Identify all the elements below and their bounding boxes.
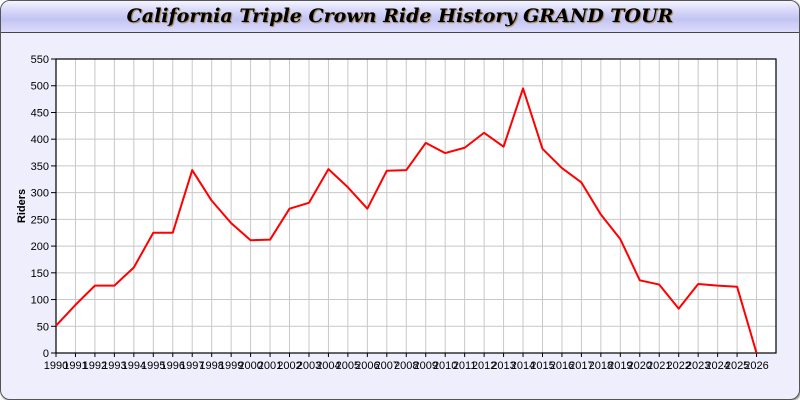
x-tick-label: 2002 [277, 360, 301, 372]
x-tick-label: 2016 [550, 360, 574, 372]
x-tick-label: 1992 [83, 360, 107, 372]
y-tick-label: 400 [31, 134, 49, 146]
x-tick-label: 2025 [725, 360, 749, 372]
y-axis-label: Riders [16, 189, 28, 223]
x-tick-label: 2007 [375, 360, 399, 372]
x-tick-label: 2006 [355, 360, 379, 372]
plot-area [56, 59, 776, 353]
y-tick-label: 350 [31, 161, 49, 173]
x-tick-label: 2005 [336, 360, 360, 372]
x-tick-label: 1993 [102, 360, 126, 372]
y-tick-label: 200 [31, 241, 49, 253]
x-tick-label: 2012 [472, 360, 496, 372]
x-tick-label: 1996 [161, 360, 185, 372]
x-tick-label: 2024 [705, 360, 729, 372]
y-tick-label: 250 [31, 214, 49, 226]
y-tick-label: 500 [31, 81, 49, 93]
x-tick-label: 2026 [744, 360, 768, 372]
x-tick-label: 2023 [686, 360, 710, 372]
chart-title: California Triple Crown Ride History GRA… [126, 5, 674, 27]
x-tick-label: 2000 [238, 360, 262, 372]
x-tick-label: 2013 [491, 360, 515, 372]
y-tick-label: 550 [31, 54, 49, 66]
x-tick-label: 2003 [297, 360, 321, 372]
x-tick-label: 2014 [511, 360, 535, 372]
x-tick-label: 2004 [316, 360, 340, 372]
y-tick-label: 50 [37, 321, 49, 333]
x-tick-label: 2011 [453, 360, 477, 372]
y-tick-label: 100 [31, 295, 49, 307]
x-tick-label: 1999 [219, 360, 243, 372]
x-tick-label: 1995 [141, 360, 165, 372]
x-tick-label: 2009 [413, 360, 437, 372]
y-tick-label: 0 [43, 348, 49, 360]
x-tick-label: 2021 [647, 360, 671, 372]
x-tick-label: 2001 [258, 360, 282, 372]
x-tick-label: 1990 [44, 360, 68, 372]
x-tick-label: 1997 [180, 360, 204, 372]
x-tick-label: 2010 [433, 360, 457, 372]
y-tick-label: 300 [31, 188, 49, 200]
x-tick-label: 2015 [530, 360, 554, 372]
x-tick-label: 1994 [122, 360, 146, 372]
x-tick-label: 2008 [394, 360, 418, 372]
y-tick-label: 450 [31, 107, 49, 119]
x-tick-label: 2022 [666, 360, 690, 372]
x-tick-label: 2018 [589, 360, 613, 372]
plot-border [55, 58, 777, 354]
x-tick-label: 2017 [569, 360, 593, 372]
x-tick-label: 1998 [199, 360, 223, 372]
y-tick-label: 150 [31, 268, 49, 280]
title-bar: California Triple Crown Ride History GRA… [1, 1, 799, 33]
x-tick-label: 1991 [63, 360, 87, 372]
x-tick-label: 2019 [608, 360, 632, 372]
x-tick-label: 2020 [628, 360, 652, 372]
